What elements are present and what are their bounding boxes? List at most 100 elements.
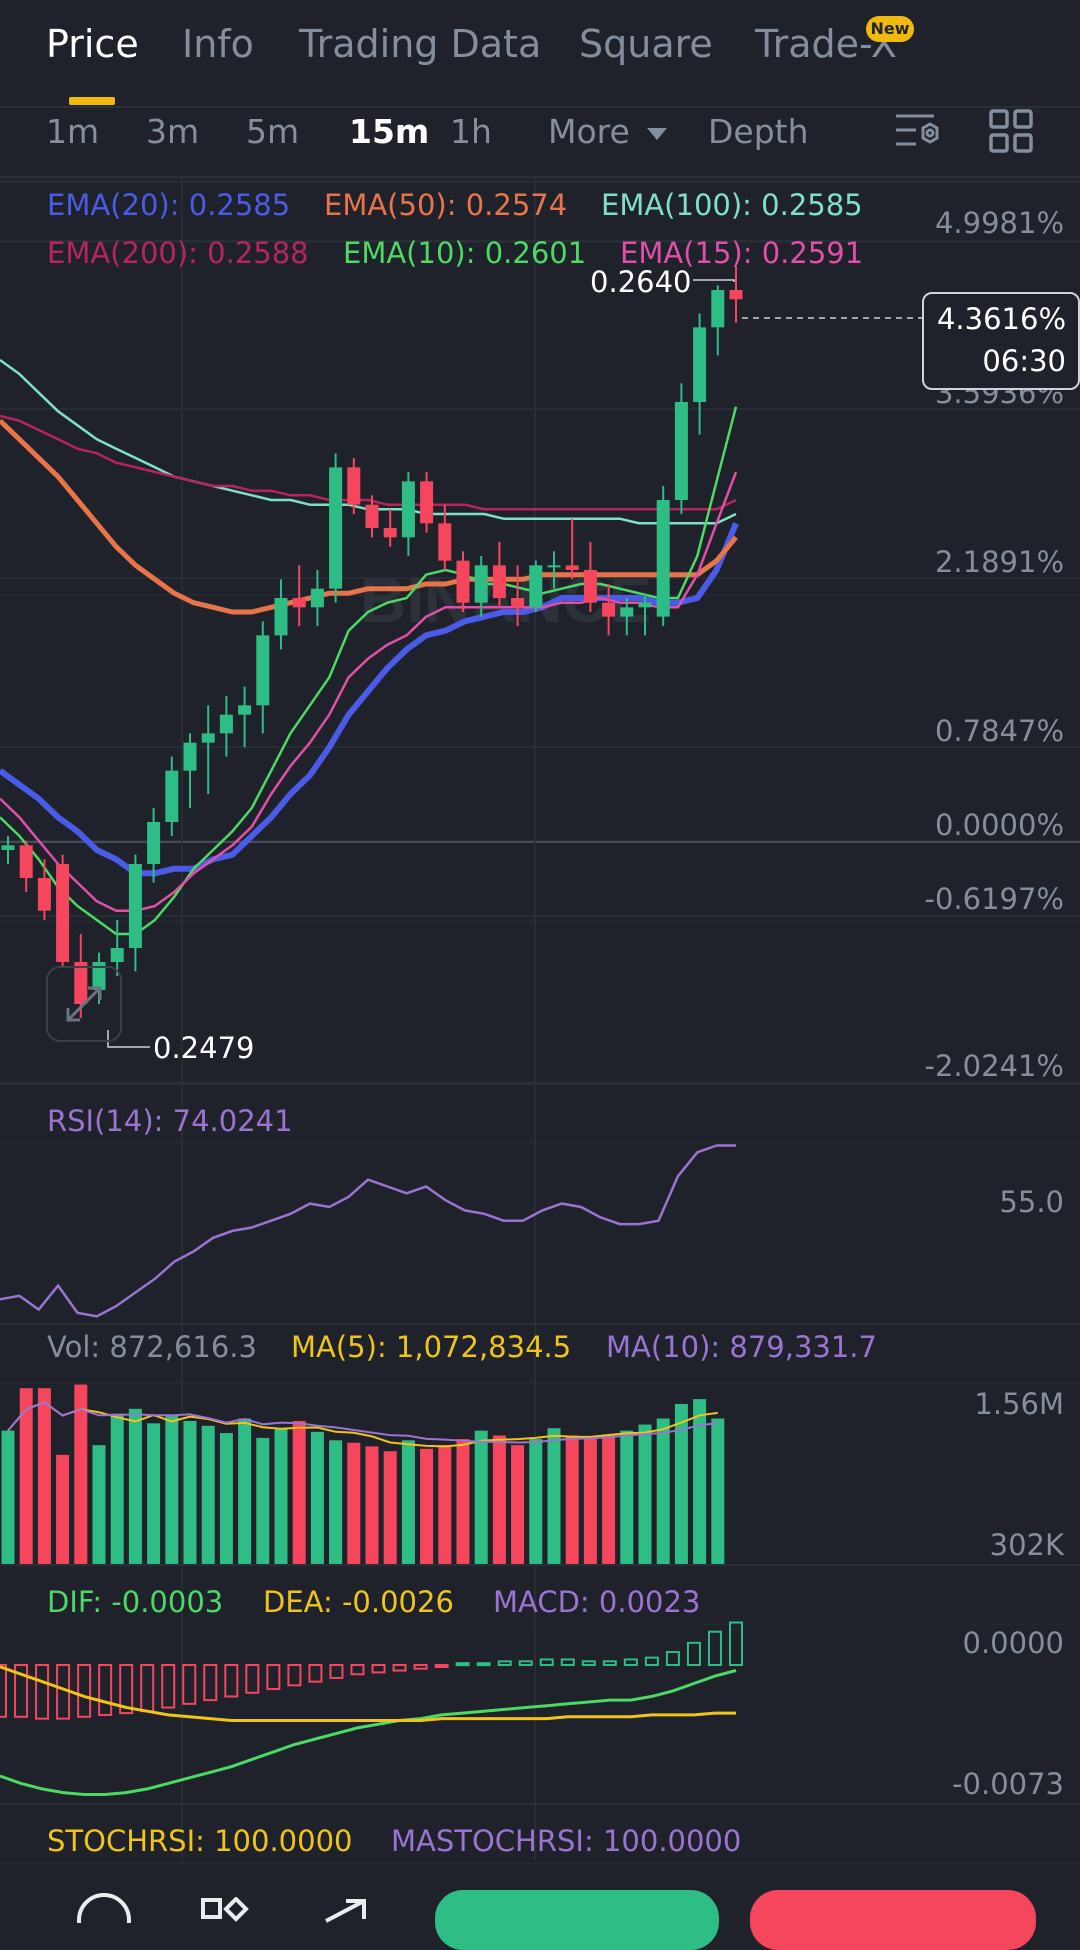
timeframe-1h[interactable]: 1h: [450, 112, 492, 151]
volume-ma10-line: [7, 1401, 718, 1444]
share-icon[interactable]: [320, 1897, 372, 1923]
macd-bar: [581, 1660, 596, 1667]
macd-bar: [287, 1664, 302, 1687]
macd-bar: [0, 1664, 7, 1718]
volume-bar: [219, 1433, 233, 1564]
candle-body: [147, 822, 161, 864]
divider: [0, 1564, 1080, 1566]
rsi-label: RSI(14): 74.0241: [47, 1104, 293, 1138]
tab-price[interactable]: Price: [46, 22, 139, 66]
volume-bar: [1, 1430, 15, 1564]
volume-bar: [201, 1425, 215, 1564]
candlesticks: [1, 266, 922, 1048]
volume-bar: [128, 1408, 142, 1564]
tab-trading-data[interactable]: Trading Data: [299, 22, 542, 66]
legend-ema20: EMA(20): 0.2585: [47, 188, 291, 222]
volume-bar: [274, 1428, 288, 1564]
candle-body: [329, 467, 343, 589]
high-price-label: 0.2640: [590, 265, 692, 299]
macd-axis-top: 0.0000: [962, 1626, 1064, 1660]
candle-body: [347, 467, 361, 505]
divider: [0, 176, 1080, 178]
timeframe-1m[interactable]: 1m: [46, 112, 100, 151]
macd-bar: [266, 1664, 281, 1691]
tab-depth[interactable]: Depth: [708, 112, 809, 151]
price-axis-label: -2.0241%: [924, 1049, 1065, 1083]
high-marker-line: [693, 279, 735, 282]
volume-bar: [347, 1442, 361, 1564]
candle-body: [638, 602, 652, 608]
tab-info[interactable]: Info: [182, 22, 254, 66]
macd-value-label: MACD: 0.0023: [493, 1585, 701, 1619]
active-tab-indicator: [69, 97, 115, 105]
macd-bar: [539, 1658, 554, 1666]
divider: [0, 106, 1080, 108]
macd-bar: [98, 1664, 113, 1716]
volume-bar: [656, 1418, 670, 1564]
candle-body: [183, 742, 197, 771]
tab-square[interactable]: Square: [579, 22, 713, 66]
volume-bar: [674, 1403, 688, 1564]
macd-bar: [707, 1630, 722, 1666]
timeframe-5m[interactable]: 5m: [246, 112, 300, 151]
macd-bar: [602, 1660, 617, 1667]
candle-body: [74, 962, 88, 1004]
candle-body: [420, 481, 434, 524]
rsi-polyline: [0, 1144, 736, 1318]
chart-settings-icon[interactable]: [894, 110, 940, 152]
volume-bar: [620, 1430, 634, 1564]
macd-bar: [434, 1664, 449, 1668]
volume-bar: [529, 1439, 543, 1564]
macd-bar: [329, 1664, 344, 1679]
candle-body: [238, 705, 252, 715]
timeframe-3m[interactable]: 3m: [146, 112, 200, 151]
macd-bar: [371, 1664, 386, 1674]
current-percent: 4.3616%: [936, 302, 1066, 336]
volume-bar: [511, 1445, 525, 1564]
more-icon[interactable]: [76, 1892, 132, 1923]
rsi-axis-label: 55.0: [999, 1185, 1064, 1219]
macd-bar: [35, 1664, 50, 1720]
macd-dif-line: [0, 1669, 737, 1796]
legend-ema100: EMA(100): 0.2585: [601, 188, 863, 222]
macd-axis-bottom: -0.0073: [952, 1767, 1064, 1801]
chart-grid: [0, 178, 1080, 1864]
volume-bar: [711, 1418, 725, 1564]
macd-bar: [224, 1664, 239, 1698]
candle-body: [456, 560, 470, 603]
rsi-line: [0, 1144, 736, 1318]
ema-lines: [0, 358, 739, 936]
candle-body: [729, 290, 743, 300]
buy-button[interactable]: [435, 1890, 719, 1950]
macd-bar: [350, 1664, 365, 1676]
volume-bar: [638, 1424, 652, 1564]
layout-grid-icon[interactable]: [988, 108, 1034, 154]
price-axis-label: 0.0000%: [934, 808, 1064, 842]
candle-body: [128, 864, 142, 948]
macd-bar: [182, 1664, 197, 1705]
macd-dea-line: [0, 1665, 736, 1722]
apps-icon[interactable]: [200, 1897, 252, 1923]
candle-body: [110, 948, 124, 962]
macd-bar: [119, 1664, 134, 1715]
volume-bar: [147, 1423, 161, 1564]
more-label: More: [548, 112, 630, 151]
candle-body: [438, 523, 452, 561]
candle-body: [19, 845, 33, 878]
macd-bar: [140, 1664, 155, 1713]
volume-bar: [110, 1413, 124, 1564]
macd-bar: [476, 1662, 491, 1667]
macd-bar: [77, 1664, 92, 1718]
volume-bar: [256, 1437, 270, 1564]
timeframe-more[interactable]: More: [548, 112, 668, 151]
candle-body: [492, 565, 506, 598]
candle-body: [620, 607, 634, 617]
volume-bar: [492, 1435, 506, 1564]
sell-button[interactable]: [750, 1890, 1036, 1950]
caret-down-icon: [647, 127, 668, 140]
macd-bar: [455, 1662, 470, 1667]
ema-line-ema20: [0, 522, 739, 877]
timeframe-15m[interactable]: 15m: [349, 112, 430, 151]
fullscreen-button[interactable]: [46, 966, 122, 1042]
